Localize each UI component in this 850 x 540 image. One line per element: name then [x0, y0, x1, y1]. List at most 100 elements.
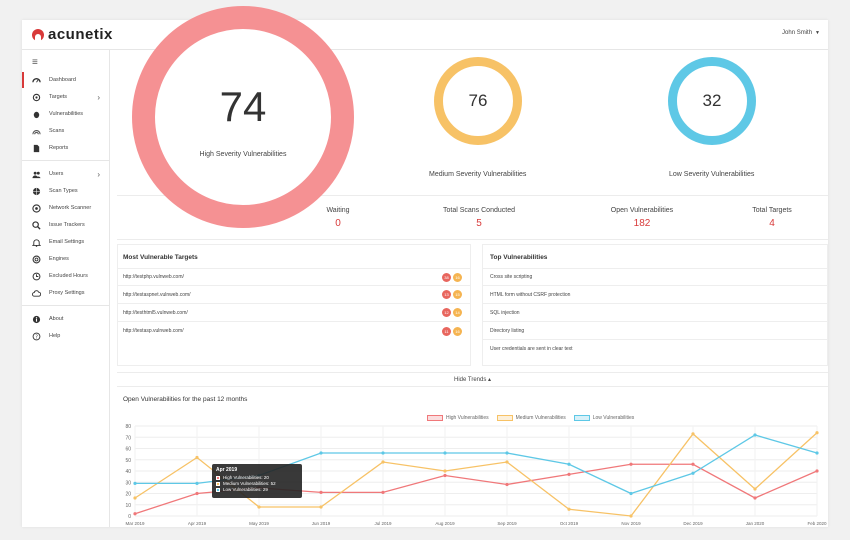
- low-severity-card[interactable]: 32: [668, 57, 756, 145]
- sidebar-item-scans[interactable]: Scans: [22, 123, 110, 139]
- vulnerability-row[interactable]: User credentials are sent in clear text: [482, 340, 828, 358]
- legend-low[interactable]: Low Vulnerabilities: [573, 415, 634, 421]
- medium-severity-card[interactable]: 76: [434, 57, 522, 145]
- target-row[interactable]: http://testasp.vulnweb.com/ 11 16: [117, 322, 471, 340]
- data-point[interactable]: [381, 460, 385, 464]
- tooltip-title: Apr 2019: [216, 467, 238, 473]
- metric-value: 0: [335, 218, 341, 229]
- medium-count-badge: 15: [453, 290, 462, 299]
- data-point[interactable]: [319, 451, 323, 455]
- data-point[interactable]: [815, 431, 819, 435]
- data-point[interactable]: [815, 469, 819, 473]
- high-severity-card[interactable]: 74 High Severity Vulnerabilities: [132, 6, 362, 236]
- data-point[interactable]: [691, 432, 695, 436]
- target-row[interactable]: http://testaspnet.vulnweb.com/ 13 15: [117, 286, 471, 304]
- data-point[interactable]: [133, 481, 137, 485]
- sidebar-item-help[interactable]: ? Help: [22, 328, 110, 344]
- data-point[interactable]: [629, 462, 633, 466]
- data-point[interactable]: [567, 462, 571, 466]
- data-point[interactable]: [753, 496, 757, 500]
- sidebar-item-engines[interactable]: Engines: [22, 251, 110, 267]
- legend-medium[interactable]: Medium Vulnerabilities: [496, 415, 566, 421]
- sidebar-item-vulnerabilities[interactable]: Vulnerabilities: [22, 106, 110, 122]
- sidebar-item-excluded-hours[interactable]: Excluded Hours: [22, 268, 110, 284]
- data-point[interactable]: [195, 491, 199, 496]
- data-point[interactable]: [629, 491, 633, 496]
- data-point[interactable]: [505, 451, 509, 455]
- most-vulnerable-targets-panel: [117, 244, 471, 366]
- x-tick-label: Mar 2019: [125, 521, 145, 526]
- data-point[interactable]: [319, 505, 323, 509]
- target-icon: [32, 93, 41, 102]
- data-point[interactable]: [443, 469, 447, 473]
- metric-total-scans: Total Scans Conducted 5: [424, 207, 534, 229]
- data-point[interactable]: [815, 451, 819, 455]
- menu-toggle-icon[interactable]: ≡: [32, 57, 38, 68]
- data-point[interactable]: [567, 507, 571, 511]
- data-point[interactable]: [257, 505, 261, 509]
- high-count-badge: 11: [442, 326, 451, 336]
- metric-total-targets: Total Targets 4: [737, 207, 807, 229]
- divider: [117, 239, 828, 240]
- target-row[interactable]: http://testphp.vulnweb.com/ 38 16: [117, 268, 471, 286]
- target-row[interactable]: http://testhtml5.vulnweb.com/ 12 14: [117, 304, 471, 322]
- data-point[interactable]: [629, 514, 633, 518]
- legend-high[interactable]: High Vulnerabilities: [427, 415, 489, 421]
- sidebar: ≡ Dashboard Targets › Vulnerabilities Sc…: [22, 50, 110, 527]
- data-point[interactable]: [691, 462, 695, 466]
- vulnerability-row[interactable]: HTML form without CSRF protection: [482, 286, 828, 304]
- medium-severity-count: 76: [468, 91, 488, 110]
- data-point[interactable]: [753, 487, 757, 491]
- vulnerability-row[interactable]: SQL injection: [482, 304, 828, 322]
- sidebar-item-email-settings[interactable]: Email Settings: [22, 234, 110, 250]
- high-count-badge: 12: [442, 308, 451, 317]
- data-point[interactable]: [195, 481, 199, 485]
- high-count-badge: 38: [442, 272, 451, 282]
- data-point[interactable]: [195, 455, 199, 460]
- sidebar-item-network-scanner[interactable]: Network Scanner: [22, 200, 110, 216]
- data-point[interactable]: [319, 490, 323, 494]
- data-point[interactable]: [567, 472, 571, 476]
- data-point[interactable]: [443, 473, 447, 478]
- sidebar-item-label: Proxy Settings: [49, 290, 85, 296]
- sidebar-item-reports[interactable]: Reports: [22, 140, 110, 156]
- sidebar-item-dashboard[interactable]: Dashboard: [22, 72, 110, 88]
- data-point[interactable]: [381, 490, 385, 494]
- bug-icon: [32, 110, 41, 119]
- target-url[interactable]: http://testasp.vulnweb.com/: [123, 328, 184, 334]
- vulnerability-row[interactable]: Directory listing: [482, 322, 828, 340]
- data-point[interactable]: [753, 433, 757, 437]
- data-point[interactable]: [505, 482, 509, 487]
- vulnerability-row[interactable]: Cross site scripting: [482, 268, 828, 286]
- medium-severity-label: Medium Severity Vulnerabilities: [429, 171, 527, 178]
- target-url[interactable]: http://testphp.vulnweb.com/: [123, 274, 184, 280]
- sidebar-item-users[interactable]: Users ›: [22, 166, 110, 182]
- vulnerability-name: Directory listing: [490, 327, 525, 334]
- data-point[interactable]: [381, 451, 385, 455]
- data-point[interactable]: [691, 471, 695, 475]
- logo[interactable]: acunetix: [32, 26, 113, 43]
- sidebar-item-proxy-settings[interactable]: Proxy Settings: [22, 285, 110, 301]
- high-severity-count: 74: [219, 82, 267, 130]
- data-point[interactable]: [133, 512, 137, 516]
- hide-trends-toggle[interactable]: Hide Trends ▴: [117, 372, 828, 387]
- app-window: acunetix John Smith ▼ ≡ Dashboard Target…: [22, 6, 828, 527]
- sidebar-item-targets[interactable]: Targets ›: [22, 89, 110, 105]
- target-url[interactable]: http://testaspnet.vulnweb.com/: [123, 291, 191, 298]
- legend-swatch: [427, 415, 443, 421]
- target-url[interactable]: http://testhtml5.vulnweb.com/: [123, 309, 188, 316]
- vulnerability-name: HTML form without CSRF protection: [490, 291, 571, 298]
- sidebar-item-scan-types[interactable]: Scan Types: [22, 183, 110, 199]
- data-point[interactable]: [443, 451, 447, 455]
- data-point[interactable]: [133, 496, 137, 500]
- metric-label: Total Targets: [752, 207, 792, 214]
- divider: [117, 195, 828, 196]
- sidebar-divider: [22, 305, 110, 306]
- user-menu[interactable]: John Smith ▼: [782, 30, 820, 36]
- low-severity-label: Low Severity Vulnerabilities: [669, 171, 755, 178]
- data-point[interactable]: [505, 460, 509, 464]
- tooltip-row: Low Vulnerabilities: 29: [216, 487, 298, 492]
- tooltip-swatch: [216, 475, 220, 480]
- sidebar-item-issue-trackers[interactable]: Issue Trackers: [22, 217, 110, 233]
- sidebar-item-about[interactable]: About: [22, 311, 110, 327]
